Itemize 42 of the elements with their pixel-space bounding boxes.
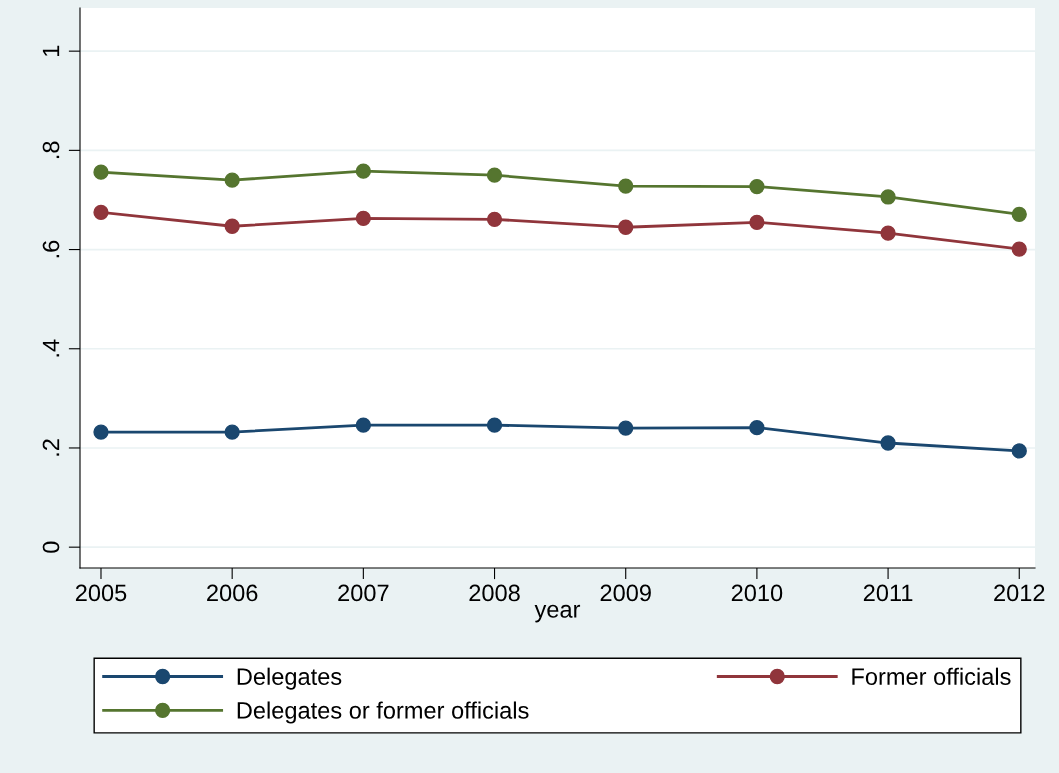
legend-label: Former officials (852, 667, 1011, 685)
point (355, 210, 371, 226)
x-tick-label: 2012 (994, 584, 1045, 602)
y-tick-label: 0 (42, 541, 60, 553)
point (224, 172, 240, 188)
point (486, 167, 503, 183)
point (93, 204, 109, 220)
point (355, 417, 371, 433)
point (486, 211, 503, 227)
point (1011, 206, 1027, 222)
x-tick-label: 2009 (600, 584, 651, 602)
point (618, 219, 634, 235)
point (618, 178, 634, 194)
y-tick-label: .8 (42, 141, 60, 159)
point (1011, 241, 1027, 257)
x-axis-title: year (534, 604, 581, 623)
point (486, 417, 503, 433)
y-tick-label: .4 (42, 339, 60, 357)
point (618, 420, 634, 436)
point (749, 214, 765, 230)
point (224, 218, 240, 234)
point (880, 225, 896, 241)
point (93, 424, 109, 440)
x-tick-label: 2011 (863, 584, 913, 602)
y-tick-label: .2 (42, 439, 60, 456)
x-tick-label: 2005 (75, 584, 127, 602)
x-tick-label: 2007 (338, 584, 389, 602)
point (93, 164, 109, 180)
point (224, 424, 240, 440)
y-tick-label: .6 (42, 240, 60, 258)
legend-label: Delegates or former officials (237, 701, 529, 724)
x-tick-label: 2008 (469, 584, 520, 602)
x-tick-label: 2010 (731, 584, 783, 602)
point (1011, 443, 1027, 459)
point (880, 189, 896, 205)
y-tick-label: 1 (42, 45, 60, 56)
x-tick-label: 2006 (207, 584, 258, 602)
point (355, 163, 371, 179)
legend-label: Delegates (237, 667, 342, 690)
point (880, 435, 896, 451)
point (749, 419, 765, 436)
point (749, 178, 765, 195)
